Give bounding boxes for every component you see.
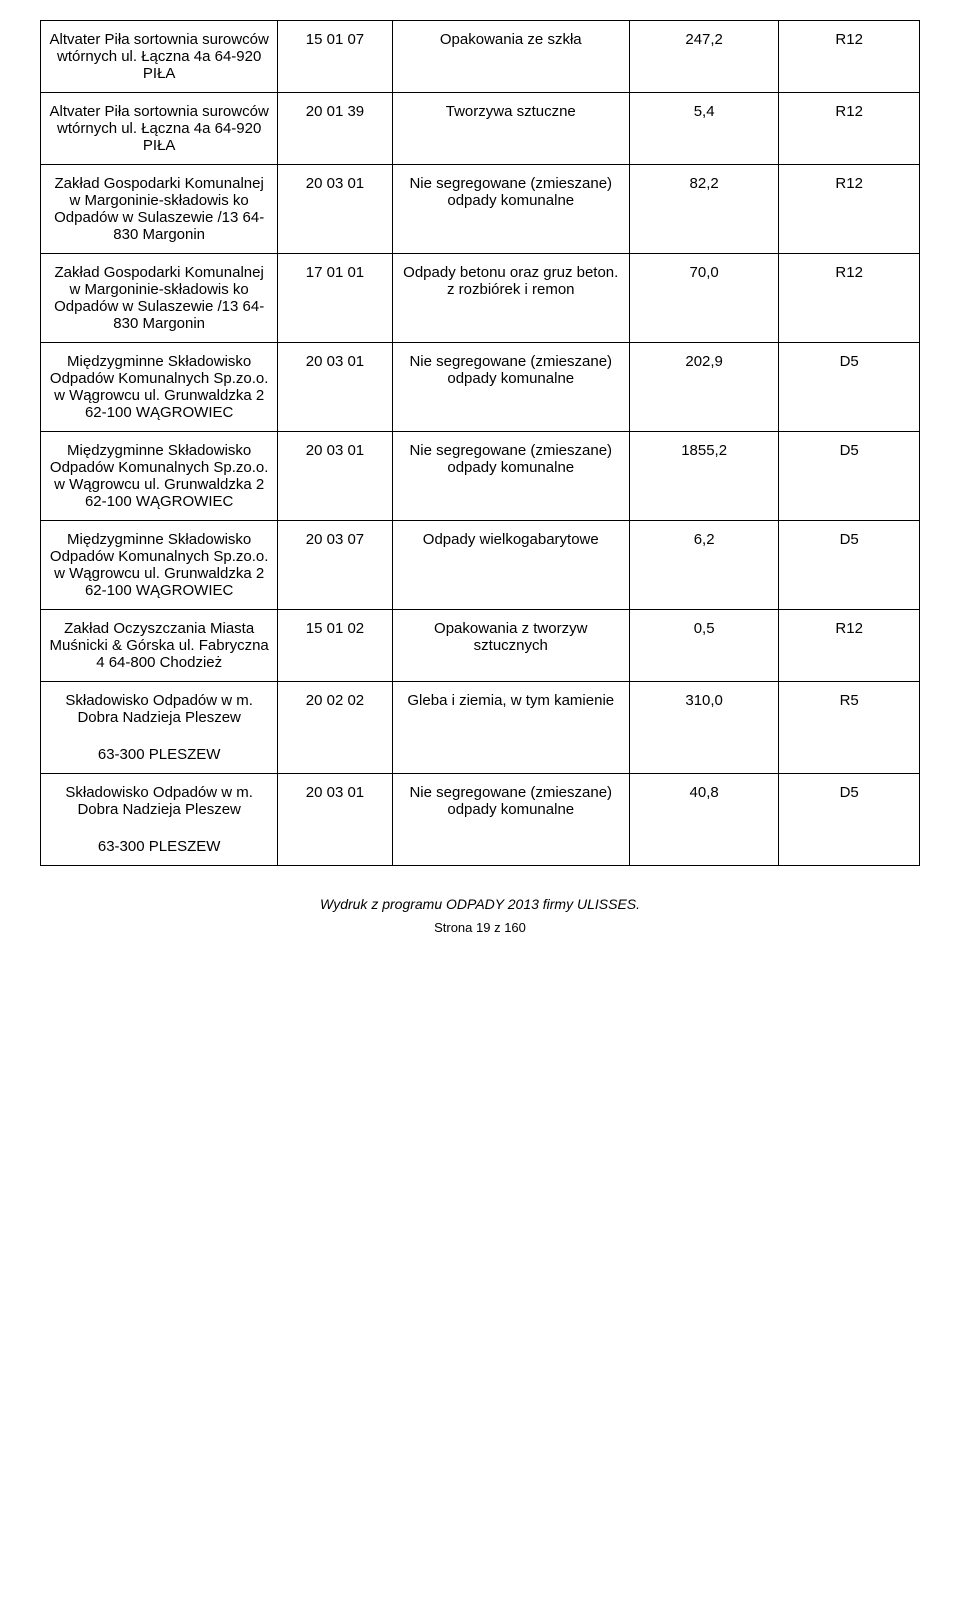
cell-code: 15 01 02 xyxy=(278,610,392,682)
cell-desc: Gleba i ziemia, w tym kamienie xyxy=(392,682,629,774)
cell-value: 202,9 xyxy=(629,343,778,432)
cell-desc: Nie segregowane (zmieszane) odpady komun… xyxy=(392,343,629,432)
cell-code: 20 03 07 xyxy=(278,521,392,610)
cell-desc: Opakowania ze szkła xyxy=(392,21,629,93)
cell-value: 5,4 xyxy=(629,93,778,165)
cell-value: 40,8 xyxy=(629,774,778,866)
table-row: Składowisko Odpadów w m. Dobra Nadzieja … xyxy=(41,774,920,829)
cell-desc: Odpady wielkogabarytowe xyxy=(392,521,629,610)
cell-entity-sub: 63-300 PLESZEW xyxy=(41,828,278,866)
footer-text: Wydruk z programu ODPADY 2013 firmy ULIS… xyxy=(40,896,920,912)
cell-desc: Nie segregowane (zmieszane) odpady komun… xyxy=(392,432,629,521)
cell-desc: Odpady betonu oraz gruz beton. z rozbiór… xyxy=(392,254,629,343)
table-row: Międzygminne Składowisko Odpadów Komunal… xyxy=(41,432,920,521)
cell-desc: Nie segregowane (zmieszane) odpady komun… xyxy=(392,165,629,254)
cell-entity: Zakład Gospodarki Komunalnej w Margonini… xyxy=(41,254,278,343)
cell-code: 17 01 01 xyxy=(278,254,392,343)
cell-entity: Zakład Gospodarki Komunalnej w Margonini… xyxy=(41,165,278,254)
waste-data-table: Altvater Piła sortownia surowców wtórnyc… xyxy=(40,20,920,866)
cell-category: R5 xyxy=(779,682,920,774)
cell-code: 20 01 39 xyxy=(278,93,392,165)
cell-category: D5 xyxy=(779,343,920,432)
cell-entity: Składowisko Odpadów w m. Dobra Nadzieja … xyxy=(41,682,278,737)
cell-value: 1855,2 xyxy=(629,432,778,521)
cell-entity: Międzygminne Składowisko Odpadów Komunal… xyxy=(41,432,278,521)
cell-category: R12 xyxy=(779,610,920,682)
cell-entity: Międzygminne Składowisko Odpadów Komunal… xyxy=(41,343,278,432)
cell-category: D5 xyxy=(779,774,920,866)
cell-code: 15 01 07 xyxy=(278,21,392,93)
cell-entity: Zakład Oczyszczania Miasta Muśnicki & Gó… xyxy=(41,610,278,682)
cell-category: D5 xyxy=(779,432,920,521)
cell-entity: Składowisko Odpadów w m. Dobra Nadzieja … xyxy=(41,774,278,829)
cell-entity: Altvater Piła sortownia surowców wtórnyc… xyxy=(41,21,278,93)
table-row: Składowisko Odpadów w m. Dobra Nadzieja … xyxy=(41,682,920,737)
cell-code: 20 03 01 xyxy=(278,165,392,254)
cell-code: 20 03 01 xyxy=(278,774,392,866)
cell-entity: Międzygminne Składowisko Odpadów Komunal… xyxy=(41,521,278,610)
cell-category: R12 xyxy=(779,93,920,165)
cell-value: 310,0 xyxy=(629,682,778,774)
table-row: Zakład Gospodarki Komunalnej w Margonini… xyxy=(41,165,920,254)
cell-value: 0,5 xyxy=(629,610,778,682)
cell-code: 20 03 01 xyxy=(278,343,392,432)
cell-entity: Altvater Piła sortownia surowców wtórnyc… xyxy=(41,93,278,165)
cell-desc: Tworzywa sztuczne xyxy=(392,93,629,165)
table-row: Zakład Gospodarki Komunalnej w Margonini… xyxy=(41,254,920,343)
table-row: Zakład Oczyszczania Miasta Muśnicki & Gó… xyxy=(41,610,920,682)
cell-category: D5 xyxy=(779,521,920,610)
cell-entity-sub: 63-300 PLESZEW xyxy=(41,736,278,774)
footer-page: Strona 19 z 160 xyxy=(40,920,920,935)
cell-desc: Nie segregowane (zmieszane) odpady komun… xyxy=(392,774,629,866)
cell-code: 20 02 02 xyxy=(278,682,392,774)
table-row: Altvater Piła sortownia surowców wtórnyc… xyxy=(41,93,920,165)
cell-category: R12 xyxy=(779,165,920,254)
cell-value: 70,0 xyxy=(629,254,778,343)
cell-value: 6,2 xyxy=(629,521,778,610)
cell-value: 247,2 xyxy=(629,21,778,93)
cell-desc: Opakowania z tworzyw sztucznych xyxy=(392,610,629,682)
table-row: Międzygminne Składowisko Odpadów Komunal… xyxy=(41,521,920,610)
table-row: Międzygminne Składowisko Odpadów Komunal… xyxy=(41,343,920,432)
cell-value: 82,2 xyxy=(629,165,778,254)
cell-code: 20 03 01 xyxy=(278,432,392,521)
cell-category: R12 xyxy=(779,21,920,93)
table-row: Altvater Piła sortownia surowców wtórnyc… xyxy=(41,21,920,93)
cell-category: R12 xyxy=(779,254,920,343)
table-body: Altvater Piła sortownia surowców wtórnyc… xyxy=(41,21,920,866)
